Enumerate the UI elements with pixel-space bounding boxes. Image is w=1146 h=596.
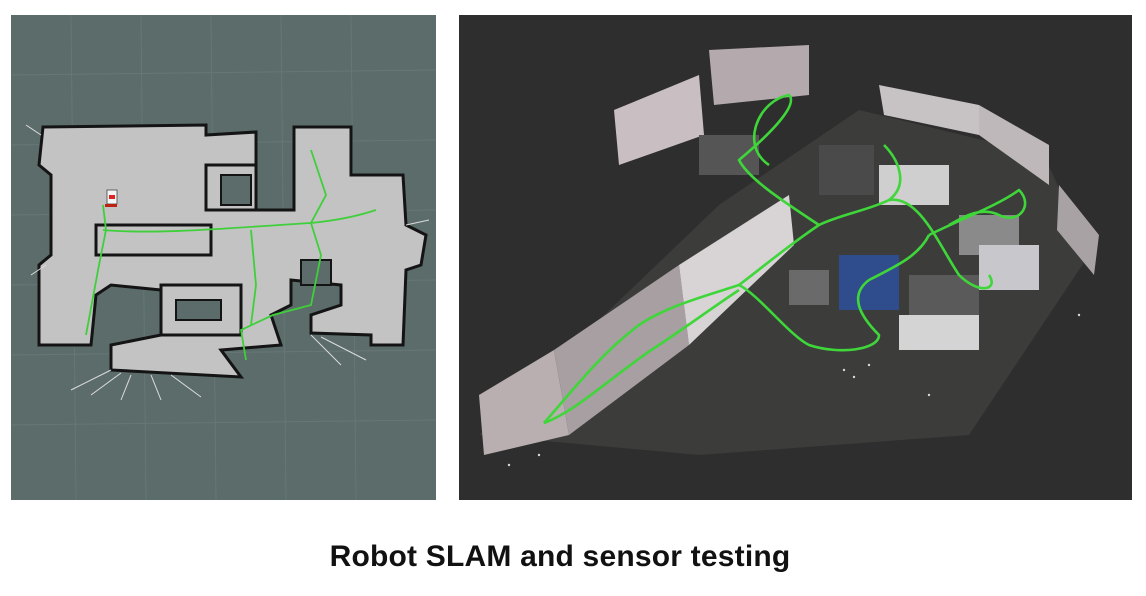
map-free-space <box>37 123 428 379</box>
figure-caption: Robot SLAM and sensor testing <box>329 540 791 573</box>
office-walls <box>479 45 1099 455</box>
point-cloud-svg <box>479 45 1099 467</box>
robot-trajectory-3d <box>543 93 1027 425</box>
occupancy-grid-svg <box>11 15 436 500</box>
robot-trajectory <box>85 149 377 361</box>
map-walls <box>94 163 258 337</box>
laser-scan-rays <box>25 124 430 401</box>
3d-point-cloud <box>459 15 1132 500</box>
office-furniture <box>699 135 1039 350</box>
occupancy-grid-map <box>11 15 436 500</box>
robot-marker <box>105 189 118 207</box>
